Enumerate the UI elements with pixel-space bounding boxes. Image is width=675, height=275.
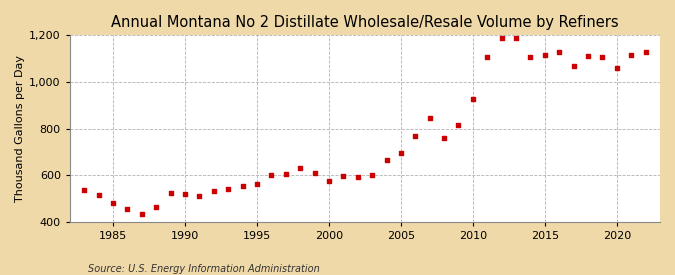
Point — [554, 50, 564, 54]
Point — [583, 54, 593, 59]
Point — [482, 55, 493, 60]
Point — [453, 123, 464, 127]
Point — [266, 173, 277, 177]
Point — [396, 151, 406, 155]
Point — [539, 53, 550, 57]
Point — [151, 204, 161, 209]
Y-axis label: Thousand Gallons per Day: Thousand Gallons per Day — [15, 55, 25, 202]
Point — [209, 189, 219, 194]
Title: Annual Montana No 2 Distillate Wholesale/Resale Volume by Refiners: Annual Montana No 2 Distillate Wholesale… — [111, 15, 619, 30]
Point — [496, 35, 507, 40]
Point — [252, 182, 263, 187]
Point — [107, 201, 118, 205]
Point — [640, 50, 651, 54]
Point — [468, 97, 479, 101]
Point — [194, 194, 205, 198]
Point — [79, 188, 90, 192]
Point — [439, 136, 450, 140]
Point — [309, 170, 320, 175]
Point — [425, 116, 435, 120]
Point — [352, 175, 363, 180]
Point — [136, 211, 147, 216]
Point — [165, 190, 176, 195]
Point — [295, 166, 306, 170]
Text: Source: U.S. Energy Information Administration: Source: U.S. Energy Information Administ… — [88, 264, 319, 274]
Point — [511, 35, 522, 40]
Point — [626, 53, 637, 57]
Point — [223, 187, 234, 191]
Point — [597, 55, 608, 60]
Point — [410, 133, 421, 138]
Point — [338, 174, 349, 178]
Point — [612, 66, 622, 70]
Point — [180, 192, 190, 196]
Point — [237, 183, 248, 188]
Point — [93, 193, 104, 197]
Point — [525, 55, 536, 60]
Point — [323, 179, 334, 183]
Point — [367, 173, 377, 177]
Point — [381, 158, 392, 162]
Point — [280, 172, 291, 176]
Point — [568, 64, 579, 68]
Point — [122, 207, 133, 211]
